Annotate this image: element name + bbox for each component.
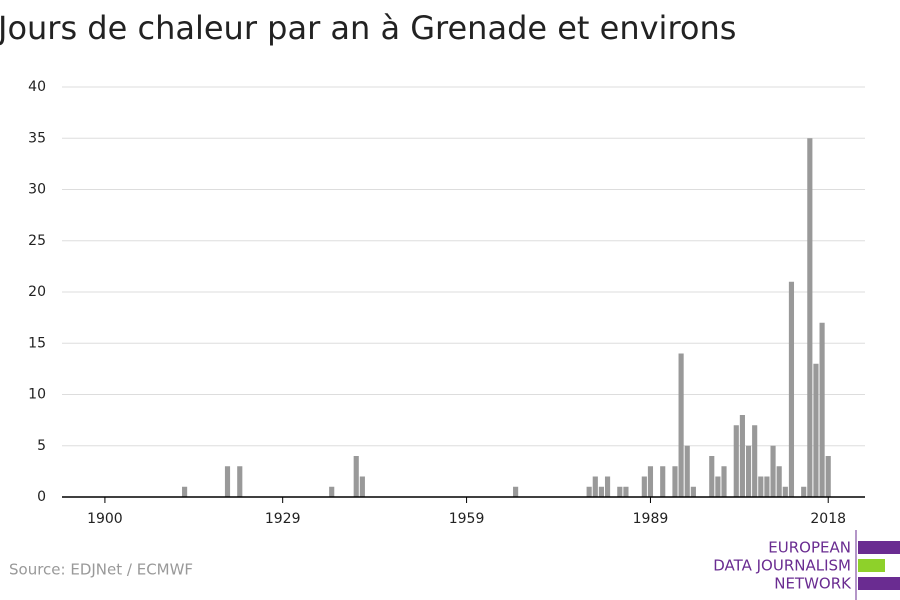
- y-tick-label: 5: [37, 438, 46, 454]
- bar: [684, 445, 690, 497]
- bar: [752, 425, 758, 497]
- y-tick-label: 15: [28, 335, 46, 351]
- bar: [690, 486, 696, 497]
- y-tick-label: 40: [28, 79, 46, 95]
- bar: [329, 486, 335, 497]
- y-tick-label: 25: [28, 233, 46, 249]
- source: Source: EDJNet / ECMWF: [9, 561, 193, 579]
- bar: [359, 476, 365, 497]
- logo-bar: [858, 541, 900, 554]
- bar: [647, 466, 654, 497]
- bar: [678, 353, 684, 497]
- bar: [819, 322, 825, 497]
- bar: [739, 415, 745, 497]
- y-tick-label: 35: [28, 130, 46, 146]
- x-tick-label: 1959: [449, 511, 485, 527]
- bar: [764, 476, 770, 497]
- bar: [715, 476, 721, 497]
- bar: [224, 466, 231, 497]
- bar: [598, 486, 604, 497]
- bar: [745, 445, 752, 497]
- bar: [758, 476, 764, 497]
- bar: [721, 466, 727, 497]
- x-tick-label: 1929: [265, 511, 301, 527]
- bar: [788, 281, 795, 497]
- bar: [672, 466, 678, 497]
- y-tick-label: 0: [37, 489, 46, 505]
- bar: [353, 456, 359, 497]
- y-tick-label: 30: [28, 182, 46, 198]
- bar: [776, 466, 782, 497]
- y-tick-label: 20: [28, 284, 46, 300]
- logo-bar: [858, 559, 885, 572]
- x-tick-label: 1900: [87, 511, 123, 527]
- bar: [801, 486, 807, 497]
- bar: [623, 486, 629, 497]
- bar: [641, 476, 647, 497]
- bar: [782, 486, 788, 497]
- bar: [770, 445, 776, 497]
- bar: [660, 466, 666, 497]
- logo-text: DATA JOURNALISM: [713, 557, 851, 575]
- bar: [237, 466, 243, 497]
- logo-text: NETWORK: [774, 575, 852, 593]
- bar: [813, 363, 819, 497]
- y-tick-label: 10: [28, 387, 46, 403]
- bar: [733, 425, 739, 497]
- bar: [513, 486, 519, 497]
- x-tick-label: 1989: [633, 511, 669, 527]
- bar: [807, 138, 813, 497]
- x-tick-label: 2018: [810, 511, 846, 527]
- chart-title: Jours de chaleur par an à Grenade et env…: [0, 9, 736, 47]
- logo-text: EUROPEAN: [768, 539, 851, 557]
- bar: [182, 486, 188, 497]
- bar: [825, 456, 831, 497]
- bar: [604, 476, 611, 497]
- bar: [709, 456, 715, 497]
- bar: [592, 476, 598, 497]
- bar: [586, 486, 592, 497]
- logo-bar: [858, 577, 900, 590]
- bar: [617, 486, 623, 497]
